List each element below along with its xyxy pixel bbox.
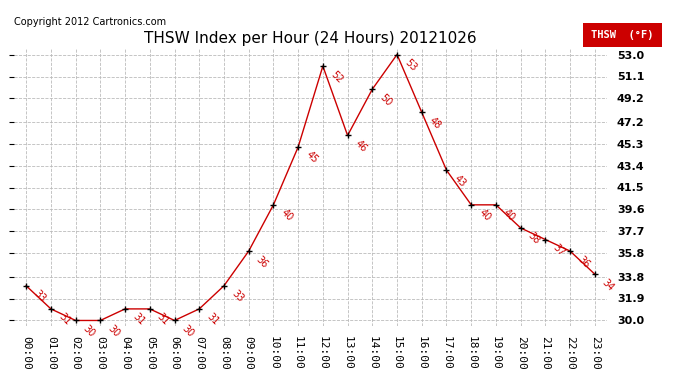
- Text: 31: 31: [57, 312, 72, 327]
- Text: 33: 33: [230, 288, 245, 304]
- Text: 31: 31: [130, 312, 146, 327]
- Text: 37: 37: [551, 242, 566, 258]
- Text: 36: 36: [254, 254, 270, 270]
- Text: 31: 31: [155, 312, 171, 327]
- Text: 30: 30: [180, 323, 196, 339]
- Text: 50: 50: [378, 92, 394, 108]
- Text: 40: 40: [279, 208, 295, 224]
- Text: 38: 38: [526, 231, 542, 246]
- Text: 53: 53: [402, 57, 418, 73]
- Text: 52: 52: [328, 69, 344, 85]
- Text: 30: 30: [106, 323, 121, 339]
- Text: 40: 40: [477, 208, 493, 224]
- Text: 36: 36: [575, 254, 591, 270]
- Text: 31: 31: [205, 312, 221, 327]
- Text: 46: 46: [353, 138, 369, 154]
- Text: Copyright 2012 Cartronics.com: Copyright 2012 Cartronics.com: [14, 17, 166, 27]
- Text: 43: 43: [452, 173, 468, 189]
- Text: 33: 33: [32, 288, 48, 304]
- Text: 30: 30: [81, 323, 97, 339]
- Text: 45: 45: [304, 150, 319, 166]
- Text: THSW  (°F): THSW (°F): [591, 30, 654, 40]
- Text: 34: 34: [600, 277, 616, 293]
- Title: THSW Index per Hour (24 Hours) 20121026: THSW Index per Hour (24 Hours) 20121026: [144, 31, 477, 46]
- Text: 48: 48: [427, 115, 443, 131]
- Text: 40: 40: [502, 208, 518, 224]
